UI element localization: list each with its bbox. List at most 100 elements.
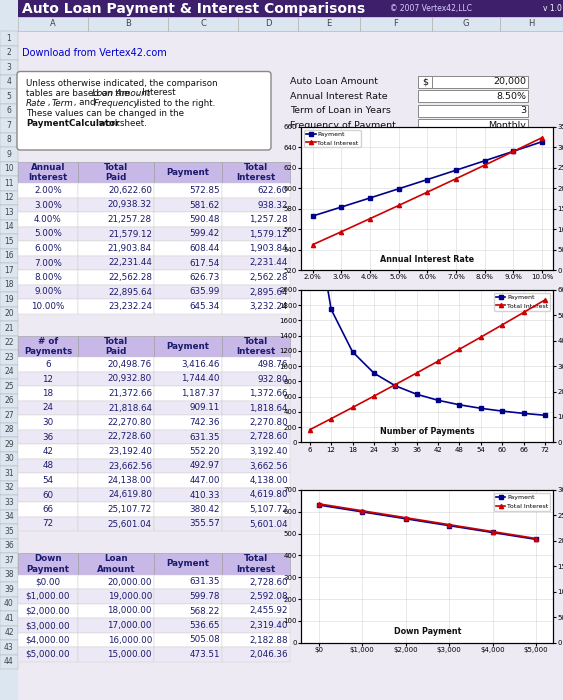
Bar <box>78 503 154 517</box>
Text: Payment: Payment <box>167 168 209 177</box>
Bar <box>418 105 528 117</box>
Text: 38: 38 <box>4 570 14 580</box>
Bar <box>0 480 18 495</box>
Bar <box>78 415 154 430</box>
Text: tables are based on the: tables are based on the <box>26 88 132 97</box>
Text: A: A <box>50 20 56 29</box>
Text: F: F <box>394 20 399 29</box>
Bar <box>78 241 154 255</box>
Text: 5: 5 <box>7 92 11 101</box>
Text: 30: 30 <box>4 454 14 463</box>
Text: 2,182.88: 2,182.88 <box>249 636 288 645</box>
Bar <box>0 205 18 220</box>
Text: 2,592.08: 2,592.08 <box>249 592 288 601</box>
Text: 23,232.24: 23,232.24 <box>108 302 152 311</box>
Bar <box>18 162 78 183</box>
Text: 20,932.80: 20,932.80 <box>108 374 152 384</box>
Bar <box>222 444 290 458</box>
Text: 21,257.28: 21,257.28 <box>108 215 152 224</box>
Text: Total
Interest: Total Interest <box>236 337 276 356</box>
Text: Total
Paid: Total Paid <box>104 162 128 182</box>
Text: 25,107.72: 25,107.72 <box>108 505 152 514</box>
Bar <box>78 212 154 227</box>
Bar <box>78 618 154 633</box>
Text: 18: 18 <box>42 389 53 398</box>
Bar <box>18 335 78 357</box>
Text: worksheet.: worksheet. <box>96 118 147 127</box>
Bar <box>0 379 18 393</box>
Bar <box>0 162 18 176</box>
Text: 29: 29 <box>4 440 14 449</box>
Text: 1,579.12: 1,579.12 <box>249 230 288 239</box>
Text: 505.08: 505.08 <box>189 636 220 645</box>
Bar <box>222 633 290 648</box>
Text: 4: 4 <box>7 77 11 86</box>
Text: 4.00%: 4.00% <box>34 215 62 224</box>
Bar <box>18 488 78 503</box>
Bar <box>0 263 18 277</box>
Bar <box>0 350 18 365</box>
Text: 26: 26 <box>4 396 14 405</box>
Text: $: $ <box>422 77 428 86</box>
Bar <box>154 648 222 661</box>
Text: 1,257.28: 1,257.28 <box>249 215 288 224</box>
Text: 1,818.64: 1,818.64 <box>249 403 288 412</box>
Text: Payment: Payment <box>167 342 209 351</box>
Text: 8: 8 <box>7 135 11 144</box>
Bar <box>500 17 563 31</box>
Bar <box>238 17 298 31</box>
Bar <box>154 227 222 242</box>
Text: 9: 9 <box>7 150 11 159</box>
Text: 1,372.66: 1,372.66 <box>249 389 288 398</box>
Text: 8.50%: 8.50% <box>496 92 526 101</box>
Text: 23,662.56: 23,662.56 <box>108 461 152 470</box>
Bar <box>18 575 78 589</box>
Text: 24: 24 <box>4 368 14 377</box>
Text: 15,000.00: 15,000.00 <box>108 650 152 659</box>
Text: 31: 31 <box>4 469 14 477</box>
Text: 1,903.84: 1,903.84 <box>249 244 288 253</box>
Text: 552.20: 552.20 <box>190 447 220 456</box>
Bar <box>0 292 18 307</box>
Bar <box>18 372 78 386</box>
Text: 617.54: 617.54 <box>190 258 220 267</box>
Text: 22,562.28: 22,562.28 <box>108 273 152 282</box>
Bar <box>0 626 18 640</box>
Legend: Payment, Total Interest: Payment, Total Interest <box>305 130 360 148</box>
Text: 22: 22 <box>5 338 14 347</box>
Text: $2,000.00: $2,000.00 <box>26 606 70 615</box>
Bar <box>154 270 222 285</box>
Text: 599.78: 599.78 <box>190 592 220 601</box>
Bar <box>18 357 78 372</box>
Text: 536.65: 536.65 <box>190 621 220 630</box>
Bar <box>18 444 78 458</box>
Text: 2,728.60: 2,728.60 <box>249 578 288 587</box>
Text: Total
Paid: Total Paid <box>104 337 128 356</box>
Bar <box>18 603 78 618</box>
Bar <box>154 603 222 618</box>
Text: Frequency of Payment: Frequency of Payment <box>290 120 396 130</box>
Bar <box>418 90 528 102</box>
Text: Loan
Amount: Loan Amount <box>97 554 135 573</box>
Bar <box>154 285 222 300</box>
Bar <box>78 444 154 458</box>
Text: 44: 44 <box>4 657 14 666</box>
Bar <box>0 190 18 205</box>
Text: Auto Loan Payment & Interest Comparisons: Auto Loan Payment & Interest Comparisons <box>22 1 365 15</box>
Text: 447.00: 447.00 <box>190 476 220 485</box>
Bar <box>18 227 78 242</box>
FancyBboxPatch shape <box>17 71 271 150</box>
Text: 21,818.64: 21,818.64 <box>108 403 152 412</box>
Text: 355.57: 355.57 <box>189 519 220 528</box>
Bar <box>78 183 154 197</box>
Text: Frequency: Frequency <box>94 99 140 108</box>
Text: 2,046.36: 2,046.36 <box>249 650 288 659</box>
Bar <box>222 400 290 415</box>
Text: 60: 60 <box>42 491 53 500</box>
Text: 34: 34 <box>4 512 14 522</box>
Bar <box>298 17 360 31</box>
Bar <box>18 300 78 314</box>
Bar <box>0 60 18 74</box>
Text: 3,416.46: 3,416.46 <box>182 360 220 369</box>
Text: 20,622.60: 20,622.60 <box>108 186 152 195</box>
